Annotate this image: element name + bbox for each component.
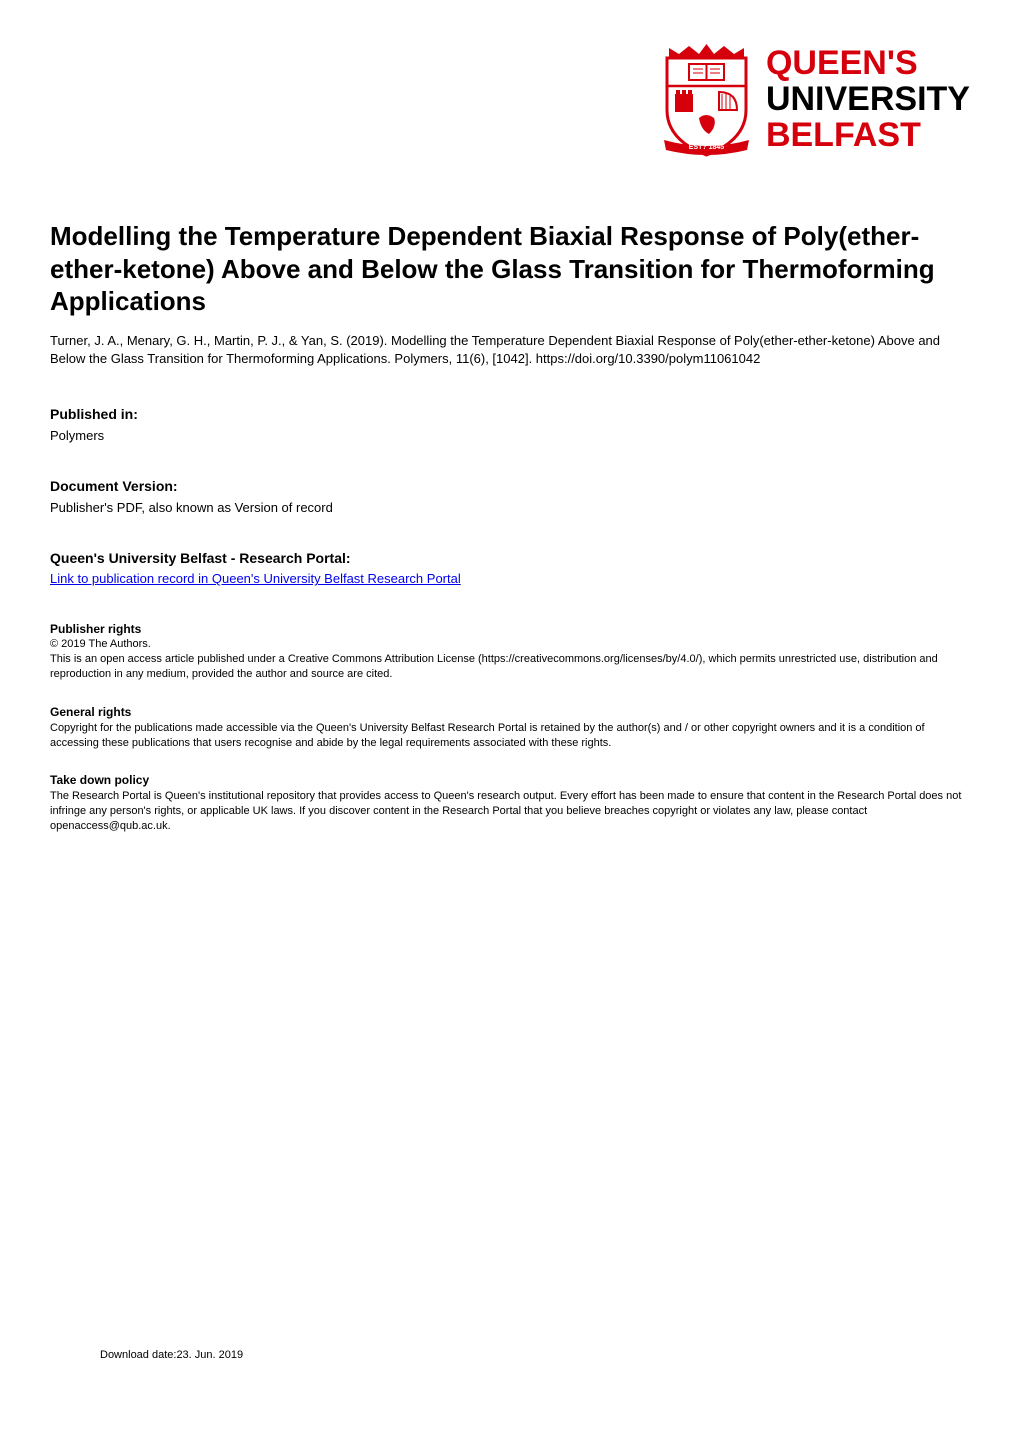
logo-text-block: QUEEN'S UNIVERSITY BELFAST [766,46,970,153]
published-in-section: Published in: Polymers [50,405,970,445]
logo-line-3: BELFAST [766,118,970,154]
publisher-rights-section: Publisher rights © 2019 The Authors. Thi… [50,621,970,682]
general-rights-section: General rights Copyright for the publica… [50,704,970,750]
university-logo: EST? 1845 QUEEN'S UNIVERSITY BELFAST [659,40,970,160]
document-version-section: Document Version: Publisher's PDF, also … [50,477,970,517]
publisher-rights-body: This is an open access article published… [50,653,938,680]
portal-heading: Queen's University Belfast - Research Po… [50,549,970,569]
logo-line-2: UNIVERSITY [766,82,970,118]
general-rights-heading: General rights [50,704,970,721]
header-logo-section: EST? 1845 QUEEN'S UNIVERSITY BELFAST [50,40,970,160]
publisher-rights-heading: Publisher rights [50,621,970,638]
document-version-body: Publisher's PDF, also known as Version o… [50,499,970,517]
general-rights-body: Copyright for the publications made acce… [50,721,970,751]
footer-download-date: Download date:23. Jun. 2019 [100,1348,243,1363]
take-down-body: The Research Portal is Queen's instituti… [50,789,970,834]
portal-section: Queen's University Belfast - Research Po… [50,549,970,589]
published-in-body: Polymers [50,427,970,445]
publisher-rights-copyright: © 2019 The Authors. [50,638,151,650]
take-down-section: Take down policy The Research Portal is … [50,772,970,833]
citation-text: Turner, J. A., Menary, G. H., Martin, P.… [50,332,970,370]
svg-text:EST? 1845: EST? 1845 [689,144,725,151]
document-version-heading: Document Version: [50,477,970,497]
take-down-heading: Take down policy [50,772,970,789]
logo-line-1: QUEEN'S [766,46,970,82]
page-title: Modelling the Temperature Dependent Biax… [50,220,970,318]
published-in-heading: Published in: [50,405,970,425]
crest-icon: EST? 1845 [659,40,754,160]
portal-link[interactable]: Link to publication record in Queen's Un… [50,571,461,586]
